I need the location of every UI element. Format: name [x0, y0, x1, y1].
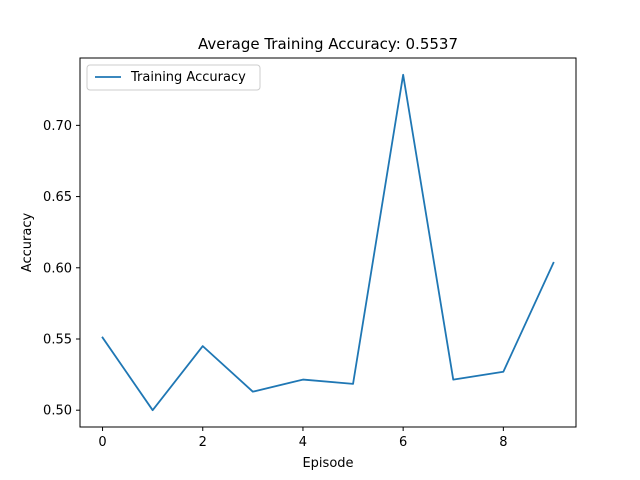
plot-area: [80, 58, 576, 427]
y-tick-label: 0.55: [43, 332, 72, 347]
y-tick-label: 0.50: [43, 404, 72, 419]
x-tick-label: 6: [399, 435, 407, 450]
plot-frame: [79, 57, 577, 428]
y-axis-label: Accuracy: [20, 213, 35, 273]
legend-box: [86, 64, 261, 91]
x-tick-label: 0: [98, 435, 106, 450]
legend-label-training-accuracy: Training Accuracy: [130, 70, 246, 85]
x-axis-ticks: 0 2 4 6 8: [98, 427, 507, 450]
chart-title: Average Training Accuracy: 0.5537: [198, 35, 458, 53]
x-tick-label: 4: [299, 435, 307, 450]
y-axis-ticks: 0.50 0.55 0.60 0.65 0.70: [43, 119, 80, 419]
series-line-training-accuracy: [101, 73, 555, 412]
x-tick-label: 8: [499, 435, 507, 450]
y-tick-label: 0.70: [43, 119, 72, 134]
y-tick-label: 0.60: [43, 261, 72, 276]
x-axis-label: Episode: [302, 456, 353, 471]
y-tick-label: 0.65: [43, 190, 72, 205]
legend: Training Accuracy: [86, 64, 261, 91]
x-tick-label: 2: [199, 435, 207, 450]
series-layer: [101, 73, 555, 412]
